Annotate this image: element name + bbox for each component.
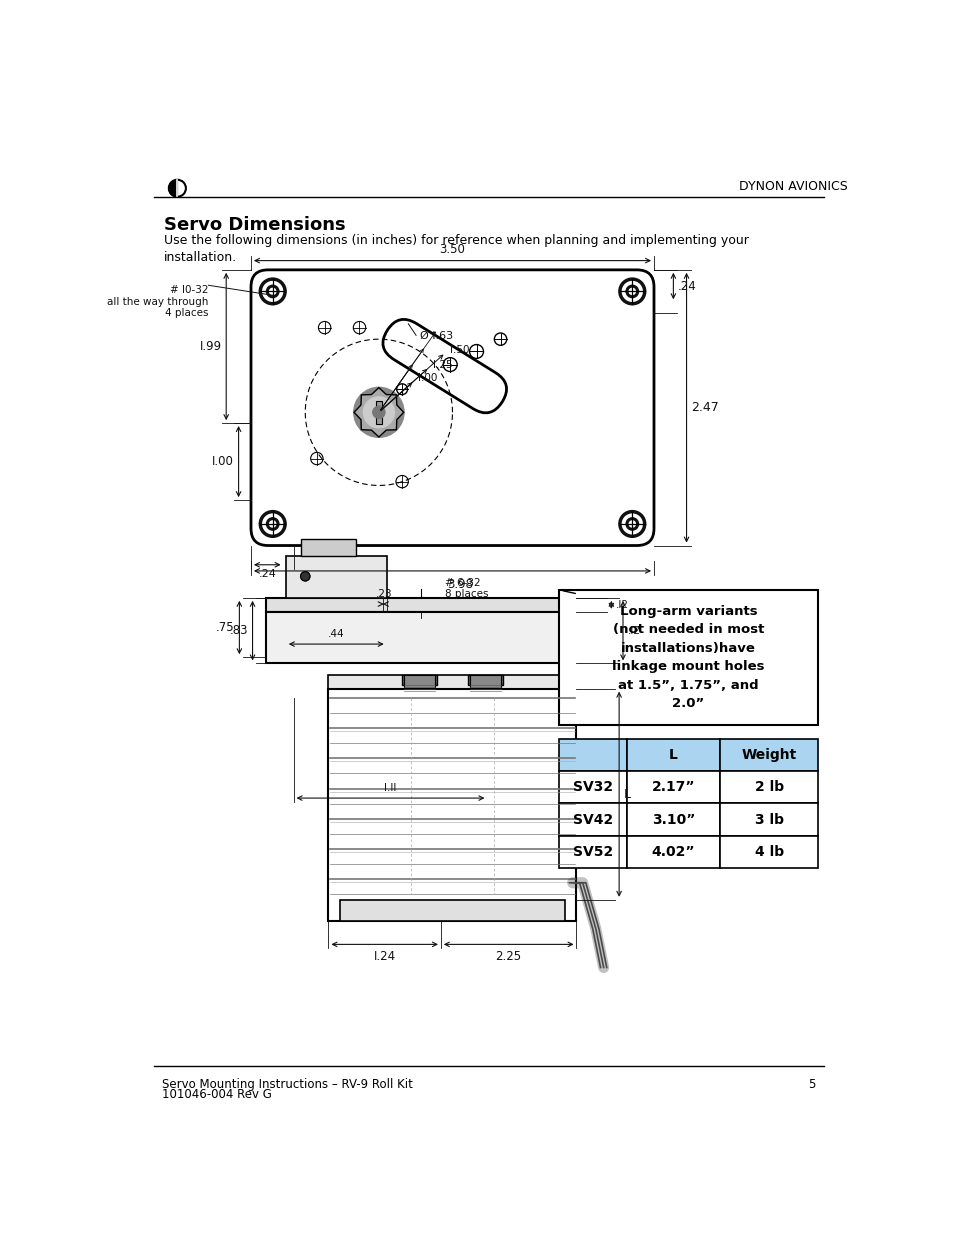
Bar [558, 836, 626, 868]
Text: I.00: I.00 [212, 454, 233, 468]
FancyBboxPatch shape [251, 270, 654, 546]
Bar [266, 611, 576, 663]
Text: L: L [623, 788, 630, 800]
Bar [720, 771, 818, 804]
Text: I.50: I.50 [449, 346, 469, 356]
Text: # I0-32
all the way through
4 places: # I0-32 all the way through 4 places [107, 285, 208, 319]
Text: 5: 5 [807, 1078, 815, 1091]
Text: DYNON AVIONICS: DYNON AVIONICS [739, 180, 847, 193]
Circle shape [270, 288, 275, 294]
Text: Servo Mounting Instructions – RV-9 Roll Kit: Servo Mounting Instructions – RV-9 Roll … [162, 1078, 413, 1091]
Text: Weight: Weight [740, 748, 796, 762]
Bar [626, 739, 720, 771]
Text: I.24: I.24 [374, 950, 395, 963]
Bar [720, 804, 818, 836]
Text: 3 lb: 3 lb [754, 813, 782, 826]
Text: 101046-004 Rev G: 101046-004 Rev G [162, 1088, 272, 1100]
Circle shape [354, 388, 403, 437]
Text: # 6-32
8 places: # 6-32 8 places [444, 578, 488, 599]
Bar [266, 598, 576, 611]
Circle shape [625, 517, 638, 530]
Bar [468, 674, 502, 685]
Bar [558, 590, 818, 725]
Bar [402, 674, 436, 685]
Text: I.00: I.00 [418, 373, 437, 383]
Circle shape [629, 288, 635, 294]
Text: 3.10”: 3.10” [651, 813, 695, 826]
Polygon shape [169, 180, 177, 196]
Text: 2.17”: 2.17” [651, 781, 695, 794]
Text: 3.50: 3.50 [439, 243, 465, 256]
Text: .83: .83 [229, 624, 248, 637]
Text: .23: .23 [376, 589, 393, 599]
Text: 3.98: 3.98 [447, 578, 473, 590]
Circle shape [270, 521, 275, 527]
Bar [576, 598, 599, 605]
Bar [375, 401, 381, 424]
Circle shape [300, 572, 310, 580]
Text: .24: .24 [678, 279, 696, 293]
Text: Long-arm variants
(not needed in most
installations)have
linkage mount holes
at : Long-arm variants (not needed in most in… [612, 605, 764, 710]
Text: I.25: I.25 [433, 359, 453, 369]
Text: .I2: .I2 [627, 626, 640, 636]
Bar [286, 556, 386, 598]
Text: I.99: I.99 [199, 340, 221, 353]
Bar [720, 739, 818, 771]
Circle shape [266, 285, 278, 298]
Bar [301, 538, 355, 556]
Text: SV42: SV42 [572, 813, 612, 826]
Text: SV32: SV32 [572, 781, 612, 794]
Bar [470, 674, 500, 692]
Text: Servo Dimensions: Servo Dimensions [164, 216, 345, 233]
Bar [626, 804, 720, 836]
Text: 4.02”: 4.02” [651, 845, 695, 860]
Bar [720, 836, 818, 868]
Text: L: L [668, 748, 677, 762]
Text: 4 lb: 4 lb [754, 845, 782, 860]
Bar [626, 771, 720, 804]
Text: 2 lb: 2 lb [754, 781, 782, 794]
Circle shape [363, 396, 394, 427]
FancyBboxPatch shape [382, 320, 506, 412]
Text: Ø I.63: Ø I.63 [419, 330, 453, 341]
Text: 2.25: 2.25 [496, 950, 521, 963]
Bar [328, 674, 576, 689]
Text: Use the following dimensions (in inches) for reference when planning and impleme: Use the following dimensions (in inches)… [164, 235, 748, 264]
Bar [558, 739, 626, 771]
Bar [558, 771, 626, 804]
Bar [404, 674, 435, 692]
Text: .75: .75 [216, 621, 234, 634]
Bar [558, 804, 626, 836]
Polygon shape [354, 388, 403, 437]
Text: .I2: .I2 [616, 600, 628, 610]
Text: 2.47: 2.47 [691, 401, 719, 414]
Circle shape [629, 521, 635, 527]
Circle shape [625, 285, 638, 298]
Bar [626, 836, 720, 868]
Text: SV52: SV52 [572, 845, 612, 860]
Text: I.II: I.II [384, 783, 396, 793]
Circle shape [266, 517, 278, 530]
Bar [328, 689, 576, 921]
Bar [340, 900, 564, 921]
Circle shape [373, 406, 385, 419]
Text: .24: .24 [258, 569, 276, 579]
Text: .44: .44 [328, 630, 344, 640]
